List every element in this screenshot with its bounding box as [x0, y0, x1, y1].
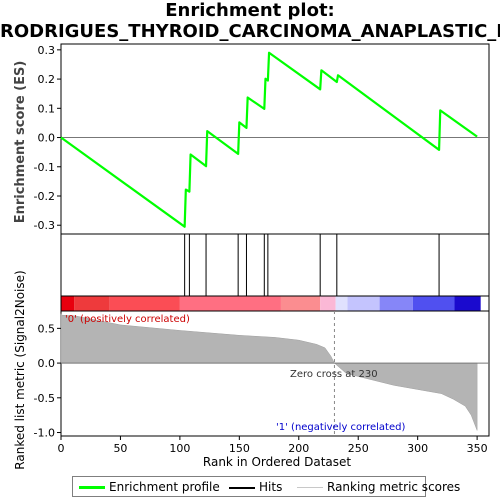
x-tick-label: 150: [229, 442, 250, 455]
es-y-tick-label: 0.1: [38, 102, 56, 115]
ranking-y-tick-label: 0.5: [38, 322, 56, 335]
x-tick-label: 300: [407, 442, 428, 455]
enrichment-profile-line: [60, 51, 478, 228]
color-bar-segment: [109, 296, 180, 311]
ranking-metric-panel: -1.0 -0.5 0.0 0.5 0 50 100 150 200 250 300 350: [34, 310, 490, 455]
x-tick-label: 350: [467, 442, 488, 455]
x-tick-label: 200: [288, 442, 309, 455]
zero-cross-label: Zero cross at 230: [290, 369, 378, 380]
es-y-axis-label: Enrichment score (ES): [13, 61, 28, 224]
color-bar-segment: [454, 296, 481, 311]
ranking-y-tick-label: -0.5: [34, 392, 55, 405]
es-y-tick-label: 0.3: [38, 44, 56, 57]
color-bar-segment: [74, 296, 110, 311]
x-axis-label: Rank in Ordered Dataset: [203, 455, 351, 469]
color-bar-segment: [347, 296, 380, 311]
hits-panel: [60, 233, 490, 297]
enrichment-score-panel: -0.3 -0.2 -0.1 0.0 0.1 0.2 0.3: [34, 43, 490, 235]
color-bar-segment: [379, 296, 413, 311]
es-y-tick-label: 0.2: [38, 73, 56, 86]
hits-swatch: [229, 487, 255, 489]
legend: Enrichment profile Hits Ranking metric s…: [72, 476, 460, 497]
positive-correlation-label: '0' (positively correlated): [65, 314, 190, 325]
chart-title: Enrichment plot: RODRIGUES_THYROID_CARCI…: [0, 0, 500, 42]
color-bar-segment: [179, 296, 281, 311]
ranking-y-tick-label: -1.0: [34, 427, 55, 440]
color-bar-segment: [412, 296, 455, 311]
x-tick-label: 250: [348, 442, 369, 455]
ranking-metric-area: [60, 313, 478, 431]
color-bar-segment: [335, 296, 348, 311]
color-bar-segment: [61, 296, 75, 311]
es-y-tick-label: -0.3: [34, 219, 55, 232]
es-y-tick-label: 0.0: [38, 132, 56, 145]
hits-frame: [60, 233, 490, 297]
color-bar-panel: [60, 295, 490, 312]
negative-correlation-label: '1' (negatively correlated): [276, 422, 405, 433]
x-tick-label: 50: [113, 442, 127, 455]
es-y-tick-label: -0.2: [34, 190, 55, 203]
ranking-scores-swatch: [297, 487, 323, 488]
enrichment-profile-swatch: [79, 486, 105, 489]
legend-enrichment-profile: Enrichment profile: [109, 480, 220, 494]
color-bar-segment: [320, 296, 336, 311]
legend-ranking-metric-scores: Ranking metric scores: [327, 480, 461, 494]
es-plot-frame: [60, 43, 490, 235]
legend-hits: Hits: [259, 480, 283, 494]
x-tick-label: 0: [58, 442, 65, 455]
title-line-2: RODRIGUES_THYROID_CARCINOMA_ANAPLASTIC_D…: [0, 21, 500, 42]
color-bar-segment: [280, 296, 321, 311]
ranking-y-tick-label: 0.0: [38, 357, 56, 370]
ranking-y-axis-label: Ranked list metric (Signal2Noise): [13, 270, 27, 469]
es-y-tick-label: -0.1: [34, 161, 55, 174]
x-tick-label: 100: [169, 442, 190, 455]
title-line-1: Enrichment plot:: [165, 0, 335, 21]
